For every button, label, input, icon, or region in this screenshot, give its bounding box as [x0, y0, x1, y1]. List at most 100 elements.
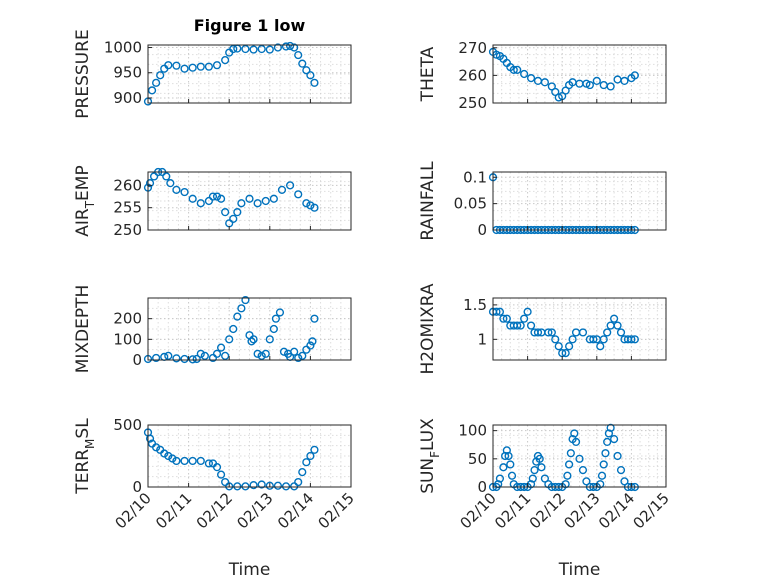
data-point: [216, 470, 226, 479]
data-point: [565, 460, 574, 469]
figure-title: Figure 1 low: [194, 16, 306, 35]
data-point: [261, 196, 270, 206]
data-point: [265, 481, 274, 490]
data-point: [516, 321, 525, 330]
x-tick-label: 02/13: [233, 489, 276, 532]
data-point: [180, 64, 189, 73]
data-point: [208, 192, 218, 201]
y-tick-label: 0.1: [463, 168, 487, 186]
axes-frame: [492, 297, 667, 361]
y-tick-label: 270: [458, 39, 487, 57]
data-point: [269, 324, 278, 334]
data-point: [523, 307, 532, 316]
data-point: [221, 208, 230, 217]
subplot-terr_msl: 050002/1002/1102/1202/1302/1402/15TimeTE…: [73, 416, 358, 580]
data-point: [310, 445, 319, 454]
x-axis-label: Time: [558, 560, 601, 580]
data-point: [281, 482, 291, 491]
data-point: [592, 76, 601, 86]
y-tick-label: 0: [132, 478, 142, 496]
data-point: [212, 463, 222, 472]
y-tick-label: 500: [113, 416, 142, 434]
data-point: [279, 347, 289, 356]
data-point: [196, 199, 205, 208]
data-point: [563, 471, 572, 480]
data-point: [294, 477, 303, 487]
axes-frame: [492, 424, 667, 488]
data-point: [298, 468, 307, 477]
data-point: [164, 451, 173, 461]
data-point: [221, 56, 230, 65]
data-point: [306, 201, 315, 210]
data-point: [257, 351, 266, 360]
data-point: [620, 76, 629, 86]
data-point: [229, 214, 238, 223]
y-tick-label: 1.5: [463, 296, 487, 314]
data-point: [306, 451, 315, 461]
subplot-h2omixra: 1 1.5 H2OMIXRA: [418, 283, 667, 375]
data-point: [616, 328, 626, 337]
x-tick-label: 02/13: [560, 489, 603, 532]
data-point: [152, 443, 161, 452]
data-point: [149, 172, 159, 181]
data-point: [310, 314, 319, 323]
data-point: [237, 304, 246, 313]
data-point: [212, 192, 222, 201]
data-point: [495, 474, 505, 483]
y-tick-label: 200: [113, 310, 142, 328]
data-point: [152, 353, 161, 363]
data-point: [196, 62, 205, 71]
data-point: [597, 471, 607, 480]
data-point: [520, 314, 529, 323]
data-point: [271, 314, 280, 323]
subplot-pressure: 900 950 1000 PRESSURE Figure 1 low: [73, 16, 352, 119]
data-point: [172, 185, 181, 194]
subplot-theta: 250 260 270 THETA: [418, 39, 667, 112]
y-axis-label: THETA: [418, 46, 438, 102]
data-point: [160, 449, 169, 458]
axes-frame: [492, 44, 667, 104]
data-point: [265, 45, 274, 54]
data-point: [495, 307, 505, 316]
data-point: [257, 480, 266, 489]
data-point: [261, 349, 270, 358]
data-point: [604, 429, 614, 438]
data-point: [544, 328, 553, 337]
data-point: [216, 194, 226, 203]
data-point: [582, 477, 591, 486]
data-point: [221, 477, 230, 487]
data-point: [286, 181, 295, 190]
data-point: [233, 208, 242, 217]
y-tick-label: 1: [477, 330, 487, 348]
data-point: [237, 199, 246, 208]
data-point: [298, 59, 307, 68]
data-point: [578, 328, 588, 337]
data-point: [537, 463, 546, 472]
data-point: [188, 63, 197, 72]
data-point: [570, 429, 579, 438]
data-point: [166, 179, 175, 188]
data-point: [616, 465, 626, 475]
data-point: [526, 74, 536, 83]
subplot-air_temp: 250 255 260 AIRTEMP: [73, 165, 352, 239]
data-point: [603, 328, 612, 337]
y-tick-label: 260: [113, 176, 142, 194]
data-point: [535, 454, 544, 463]
x-tick-label: 02/11: [152, 489, 195, 532]
data-point: [216, 343, 226, 352]
data-point: [302, 199, 311, 208]
data-point: [306, 341, 315, 350]
y-axis-label: AIRTEMP: [73, 165, 97, 236]
axes-frame: [147, 171, 352, 231]
data-point: [306, 71, 315, 80]
data-point: [613, 321, 622, 330]
data-point: [589, 335, 598, 344]
data-point: [188, 355, 197, 364]
x-tick-label: 02/11: [491, 489, 534, 532]
y-tick-label: 50: [468, 450, 487, 468]
data-point: [249, 335, 258, 344]
data-point: [599, 335, 608, 344]
y-tick-label: 900: [113, 89, 142, 107]
data-point: [172, 61, 181, 70]
y-tick-label: 0: [477, 478, 487, 496]
